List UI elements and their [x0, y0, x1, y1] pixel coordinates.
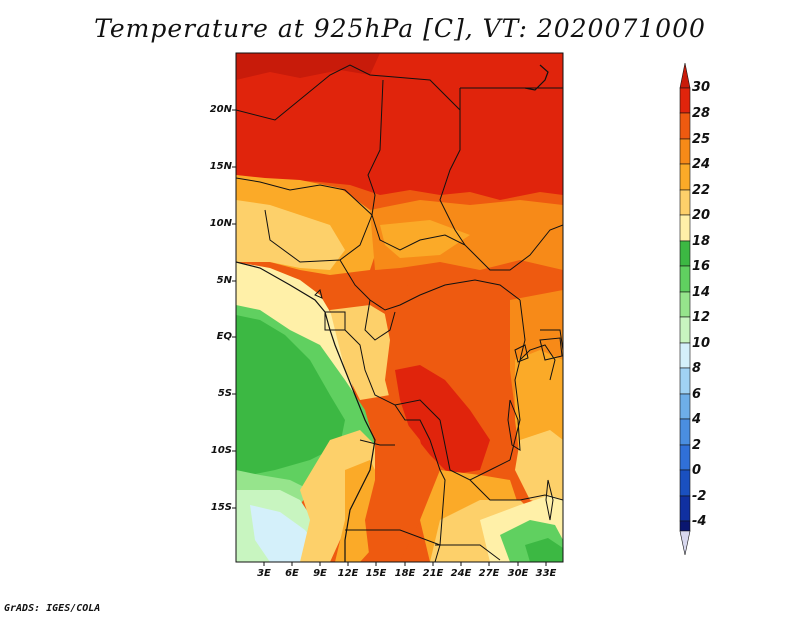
- colorbar-swatch-10-12: [679, 316, 691, 344]
- colorbar: [679, 62, 691, 556]
- colorbar-over-triangle: [679, 62, 691, 89]
- border-car-south-sudan: [371, 214, 563, 271]
- lon-label-9e: 9E: [313, 568, 327, 579]
- field-20-22-gabon: [330, 305, 400, 400]
- colorbar-label: 30: [692, 80, 711, 95]
- colorbar-label: 22: [692, 183, 711, 198]
- colorbar-swatch-14-16: [679, 265, 691, 293]
- colorbar-label: 8: [692, 361, 702, 376]
- lake-tanganyika: [507, 399, 521, 451]
- lat-label-10n: 10N: [209, 218, 232, 229]
- colorbar-swatch-16-18: [679, 240, 691, 267]
- colorbar-under-triangle: [679, 530, 691, 556]
- lon-label-3e: 3E: [257, 568, 271, 579]
- colorbar-label: 20: [692, 208, 711, 223]
- lake-albert: [514, 344, 529, 363]
- colorbar-swatch-2-4: [679, 418, 691, 446]
- colorbar-swatch-0-2: [679, 444, 691, 471]
- map-frame: [235, 52, 564, 563]
- colorbar-label: 24: [692, 157, 711, 172]
- field-20-22-west: [236, 200, 345, 270]
- colorbar-swatch-24-25: [679, 138, 691, 165]
- lat-label-5n: 5N: [216, 275, 232, 286]
- colorbar-label: 14: [692, 285, 711, 300]
- lon-label-12e: 12E: [337, 568, 359, 579]
- colorbar-swatch-under-band: [679, 520, 691, 532]
- temperature-field: [236, 53, 563, 562]
- field-28-30-congo: [395, 365, 490, 475]
- red-sea-coast: [524, 64, 549, 91]
- lat-ticks: [232, 109, 236, 509]
- field-16-18-south: [525, 538, 563, 562]
- colorbar-label: -2: [692, 489, 707, 504]
- border-chad-sudan: [439, 88, 466, 246]
- field-25-28-angola: [365, 415, 430, 562]
- lat-label-eq: EQ: [216, 331, 232, 342]
- border-drc-east: [509, 299, 526, 461]
- border-congo-north: [364, 299, 396, 341]
- lon-label-18e: 18E: [394, 568, 416, 579]
- border-zambia-south: [469, 479, 563, 501]
- lat-label-15s: 15S: [210, 502, 232, 513]
- lon-label-21e: 21E: [422, 568, 444, 579]
- lon-label-24e: 24E: [450, 568, 472, 579]
- chart-title: Temperature at 925hPa [C], VT: 202007100…: [94, 14, 706, 43]
- colorbar-swatch-18-20: [679, 214, 691, 242]
- border-angola-zambia: [394, 404, 446, 562]
- colorbar-label: 10: [692, 336, 711, 351]
- field-28-30: [236, 53, 563, 200]
- colorbar-label: 6: [692, 387, 702, 402]
- border-niger-chad: [367, 79, 384, 216]
- atlantic-coast: [236, 261, 376, 562]
- lake-malawi: [545, 479, 554, 521]
- lon-label-33e: 33E: [535, 568, 557, 579]
- field-20-22-angola: [300, 430, 380, 562]
- coastline: [236, 64, 549, 562]
- border-cameroon-car: [339, 259, 521, 311]
- field-over-30: [236, 53, 380, 80]
- colorbar-swatch-4-6: [679, 393, 691, 420]
- border-botswana: [435, 544, 501, 561]
- colorbar-label: 18: [692, 234, 711, 249]
- colorbar-label: 12: [692, 310, 711, 325]
- colorbar-swatch-25-28: [679, 112, 691, 140]
- colorbar-label: 4: [692, 412, 702, 427]
- lon-label-6e: 6E: [285, 568, 299, 579]
- colorbar-label: -4: [692, 514, 707, 529]
- lon-ticks: [263, 562, 547, 566]
- lon-label-15e: 15E: [365, 568, 387, 579]
- grads-credit: GrADS: IGES/COLA: [4, 603, 101, 614]
- colorbar-swatch-28-30: [679, 87, 691, 114]
- border-namibia: [345, 529, 441, 546]
- border-sahel-west: [236, 177, 373, 216]
- colorbar-label: 2: [692, 438, 702, 453]
- colorbar-label: 0: [692, 463, 702, 478]
- colorbar-swatch-20-22: [679, 189, 691, 216]
- border-congo-drc: [344, 329, 441, 421]
- colorbar-swatch-6-8: [679, 367, 691, 395]
- colorbar-swatch-m2-0: [679, 469, 691, 497]
- border-nigeria: [264, 209, 373, 263]
- lat-label-5s: 5S: [217, 388, 232, 399]
- border-angola-north: [359, 439, 395, 446]
- lon-label-30e: 30E: [507, 568, 529, 579]
- lake-victoria: [539, 337, 563, 361]
- colorbar-label: 28: [692, 106, 711, 121]
- colorbar-label: 16: [692, 259, 711, 274]
- lat-label-10s: 10S: [210, 445, 232, 456]
- colorbar-swatch-22-24: [679, 163, 691, 191]
- lat-label-15n: 15N: [209, 161, 232, 172]
- colorbar-swatch-8-10: [679, 342, 691, 369]
- colorbar-label: 25: [692, 132, 711, 147]
- border-north-1: [236, 64, 461, 121]
- lakes: [314, 289, 563, 521]
- colorbar-swatch-m4-m2: [679, 495, 691, 522]
- field-16-18: [236, 315, 345, 476]
- border-kenya: [540, 329, 563, 351]
- lon-label-27e: 27E: [478, 568, 500, 579]
- colorbar-swatch-12-14: [679, 291, 691, 318]
- lake-chad-small: [314, 289, 323, 299]
- lat-label-20n: 20N: [209, 104, 232, 115]
